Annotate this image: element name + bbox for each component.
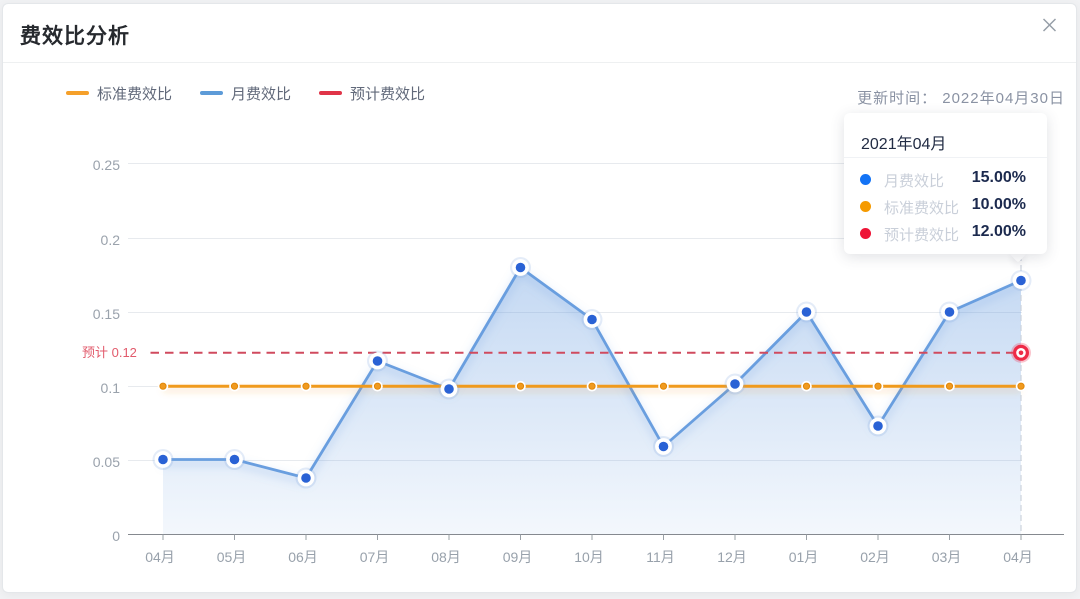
svg-text:0: 0 xyxy=(112,528,120,544)
svg-text:06月: 06月 xyxy=(288,549,318,565)
svg-text:09月: 09月 xyxy=(503,549,533,565)
svg-text:05月: 05月 xyxy=(217,549,247,565)
svg-text:12月: 12月 xyxy=(717,549,747,565)
svg-text:10月: 10月 xyxy=(574,549,604,565)
svg-text:0.1: 0.1 xyxy=(101,380,121,396)
svg-text:02月: 02月 xyxy=(860,549,890,565)
svg-text:04月: 04月 xyxy=(1003,549,1033,565)
svg-text:0.05: 0.05 xyxy=(93,454,120,470)
svg-text:0.25: 0.25 xyxy=(93,157,120,173)
svg-text:0.2: 0.2 xyxy=(101,232,121,248)
svg-text:11月: 11月 xyxy=(646,549,675,565)
svg-text:0.15: 0.15 xyxy=(93,306,120,322)
svg-text:07月: 07月 xyxy=(360,549,390,565)
svg-text:03月: 03月 xyxy=(932,549,962,565)
svg-text:预计 0.12: 预计 0.12 xyxy=(82,345,137,360)
svg-text:08月: 08月 xyxy=(431,549,461,565)
svg-text:01月: 01月 xyxy=(789,549,819,565)
svg-text:04月: 04月 xyxy=(145,549,175,565)
